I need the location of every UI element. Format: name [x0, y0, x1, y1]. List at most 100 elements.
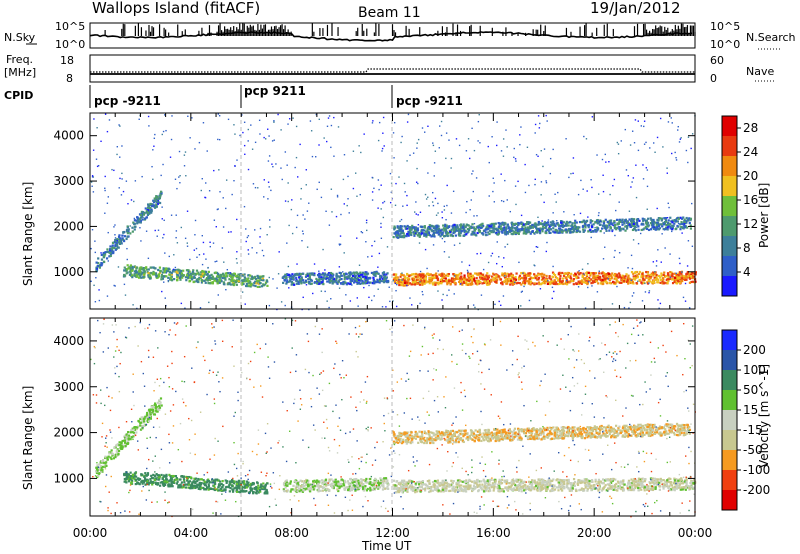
noise-dot: [520, 214, 523, 217]
noise-dot: [106, 295, 109, 297]
echo-dot: [152, 410, 155, 413]
noise-dot: [304, 218, 306, 220]
noise-dot: [114, 243, 116, 245]
echo-dot: [102, 253, 105, 256]
noise-dot: [373, 240, 376, 243]
echo-dot: [156, 202, 159, 206]
echo-dot: [515, 282, 518, 285]
noise-dot: [409, 297, 411, 299]
noise-dot: [331, 211, 333, 213]
echo-dot: [479, 272, 482, 275]
echo-dot: [133, 426, 136, 429]
echo-dot: [518, 230, 521, 233]
echo-dot: [457, 229, 460, 232]
echo-dot: [669, 216, 672, 219]
echo-dot: [188, 279, 192, 283]
echo-dot: [393, 281, 397, 284]
echo-dot: [590, 225, 594, 228]
echo-dot: [149, 266, 152, 269]
echo-dot: [526, 226, 529, 229]
noise-dot: [685, 149, 688, 152]
echo-dot: [443, 224, 447, 228]
noise-dot: [539, 122, 541, 125]
noise-dot: [396, 283, 398, 286]
echo-dot: [420, 232, 424, 235]
echo-dot: [592, 223, 595, 226]
noise-dot: [189, 137, 191, 139]
noise-dot: [296, 214, 299, 217]
echo-dot: [364, 282, 367, 285]
noise-dot: [236, 262, 238, 264]
echo-dot: [641, 274, 645, 278]
noise-dot: [440, 134, 443, 137]
echo-dot: [256, 285, 259, 289]
noise-dot: [581, 268, 584, 270]
echo-dot: [116, 448, 119, 451]
noise-dot: [204, 196, 207, 199]
echo-dot: [300, 280, 303, 283]
echo-dot: [149, 206, 152, 209]
noise-dot: [533, 250, 535, 253]
noise-dot: [244, 153, 246, 156]
echo-dot: [123, 477, 126, 481]
echo-dot: [563, 273, 566, 276]
noise-dot: [419, 281, 421, 283]
echo-dot: [369, 276, 372, 280]
echo-dot: [192, 280, 195, 284]
echo-dot: [207, 270, 210, 273]
echo-dot: [144, 267, 147, 270]
echo-dot: [550, 278, 553, 281]
echo-dot: [401, 280, 404, 283]
noise-dot: [234, 165, 236, 167]
echo-dot: [375, 272, 378, 275]
echo-dot: [646, 281, 649, 284]
noise-dot: [545, 180, 547, 182]
noise-dot: [588, 281, 590, 283]
echo-dot: [511, 275, 514, 279]
noise-dot: [684, 300, 687, 302]
echo-dot: [583, 277, 586, 280]
echo-dot: [404, 277, 407, 280]
echo-dot: [394, 231, 398, 234]
echo-dot: [115, 450, 118, 453]
noise-dot: [432, 204, 435, 207]
echo-dot: [456, 225, 459, 228]
echo-dot: [531, 226, 534, 229]
noise-dot: [663, 229, 666, 231]
echo-dot: [293, 283, 296, 286]
echo-dot: [222, 484, 225, 487]
noise-dot: [156, 235, 158, 237]
echo-dot: [121, 446, 124, 449]
noise-dot: [340, 213, 342, 216]
echo-dot: [349, 280, 352, 283]
echo-dot: [383, 281, 386, 284]
echo-dot: [554, 228, 557, 232]
echo-dot: [634, 229, 638, 232]
echo-dot: [408, 278, 411, 281]
noise-dot: [202, 122, 205, 124]
noise-dot: [327, 117, 330, 119]
noise-dot: [477, 308, 479, 311]
echo-dot: [374, 274, 377, 278]
echo-dot: [673, 222, 676, 225]
noise-dot: [568, 176, 570, 179]
echo-dot: [380, 276, 383, 279]
noise-dot: [342, 271, 344, 273]
noise-dot: [372, 120, 374, 122]
noise-dot: [225, 179, 228, 181]
echo-dot: [671, 272, 674, 276]
echo-dot: [304, 279, 308, 282]
noise-dot: [518, 261, 520, 264]
echo-dot: [455, 228, 458, 231]
echo-dot: [140, 424, 144, 428]
noise-dot: [572, 172, 574, 175]
echo-dot: [131, 479, 134, 483]
echo-dot: [516, 232, 519, 235]
echo-dot: [185, 475, 188, 479]
echo-dot: [189, 272, 193, 275]
echo-dot: [203, 279, 206, 282]
noise-dot: [325, 210, 327, 212]
echo-dot: [96, 469, 99, 472]
echo-dot: [506, 272, 509, 275]
echo-dot: [252, 492, 255, 495]
